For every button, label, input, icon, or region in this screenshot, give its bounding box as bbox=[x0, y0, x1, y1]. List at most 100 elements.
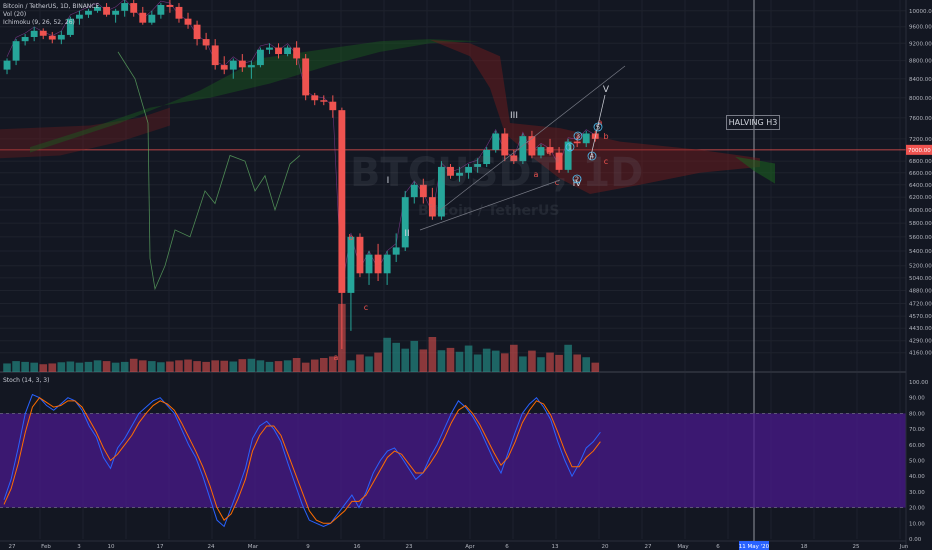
time-tick: Mar bbox=[248, 544, 259, 550]
time-tick: 9 bbox=[306, 544, 310, 550]
candle-body bbox=[266, 47, 273, 50]
symbol-title[interactable]: Bitcoin / TetherUS, 1D, BINANCE bbox=[3, 3, 100, 10]
halving-label[interactable]: HALVING H3 bbox=[726, 115, 780, 130]
time-tick: Apr bbox=[465, 544, 475, 550]
volume-bar bbox=[365, 356, 373, 372]
volume-bar bbox=[30, 362, 38, 372]
wave-label: II bbox=[404, 229, 409, 239]
price-axis: 10000.009600.009200.008800.008400.008000… bbox=[9, 0, 932, 550]
volume-bar bbox=[166, 361, 174, 372]
stoch-tick: 60.00 bbox=[909, 443, 925, 449]
date-tag bbox=[739, 541, 769, 550]
candle-body bbox=[220, 65, 228, 70]
stoch-tick: 30.00 bbox=[909, 490, 925, 496]
volume-bar bbox=[455, 351, 464, 372]
volume-bar bbox=[546, 352, 554, 372]
stoch-tick: 40.00 bbox=[909, 474, 925, 480]
candle-body bbox=[347, 236, 355, 293]
candle-body bbox=[39, 30, 47, 36]
candle-body bbox=[139, 12, 147, 23]
candle-body bbox=[157, 5, 165, 15]
candle-body bbox=[66, 18, 74, 35]
volume-bar bbox=[66, 361, 75, 372]
candle-body bbox=[555, 152, 563, 170]
candle-body bbox=[338, 110, 346, 293]
candle-body bbox=[12, 41, 20, 61]
wave-circle-label: 3 bbox=[576, 133, 580, 141]
candle-body bbox=[447, 166, 454, 176]
candle-body bbox=[320, 100, 328, 102]
volume-bar bbox=[238, 359, 247, 372]
volume-bar bbox=[473, 354, 482, 372]
candle-body bbox=[410, 184, 418, 198]
time-tick: 18 bbox=[801, 544, 808, 550]
candle-body bbox=[573, 141, 581, 144]
volume-bar bbox=[175, 360, 183, 372]
candle-body bbox=[284, 47, 292, 55]
wave-label: a bbox=[598, 118, 603, 127]
volume-bar bbox=[519, 356, 527, 372]
wave-label: c bbox=[364, 303, 368, 312]
wave-circle-label: 4 bbox=[590, 153, 595, 161]
volume-bar bbox=[274, 361, 283, 372]
wave-circle bbox=[573, 131, 583, 141]
volume-bar bbox=[157, 362, 165, 372]
price-tick: 5040.00 bbox=[909, 276, 932, 282]
volume-bar bbox=[446, 347, 455, 372]
candle-body bbox=[57, 34, 65, 40]
volume-bar bbox=[537, 357, 545, 372]
watermark-name: Bitcoin / TetherUS bbox=[418, 203, 560, 219]
time-tick: 6 bbox=[716, 544, 720, 550]
candle-body bbox=[302, 58, 310, 96]
wave-circle bbox=[572, 174, 582, 184]
time-tick: 27 bbox=[645, 544, 652, 550]
volume-bar bbox=[573, 354, 581, 372]
wave-circle-label: 1 bbox=[568, 144, 572, 152]
wave-label: c bbox=[604, 157, 608, 166]
wave-circle-label: 5 bbox=[596, 124, 600, 132]
time-tick: 25 bbox=[853, 544, 860, 550]
price-tick: 8800.00 bbox=[909, 59, 932, 65]
price-tick: 7200.00 bbox=[909, 137, 932, 143]
candle-body bbox=[483, 149, 491, 165]
wave-label: a bbox=[334, 353, 339, 362]
stoch-legend[interactable]: Stoch (14, 3, 3) bbox=[3, 377, 50, 384]
volume-bar bbox=[591, 362, 600, 372]
wave-label: b bbox=[603, 132, 608, 141]
channel-line bbox=[439, 65, 626, 211]
volume-bar bbox=[211, 360, 219, 372]
stoch-tick: 100.00 bbox=[909, 380, 929, 386]
price-tick: 4880.00 bbox=[909, 288, 932, 294]
time-tick: 3 bbox=[77, 544, 81, 550]
volume-bar bbox=[220, 360, 229, 372]
candle-body bbox=[492, 133, 500, 150]
volume-legend[interactable]: Vol (20) bbox=[3, 11, 27, 18]
wave-label: b bbox=[348, 233, 353, 242]
price-tick: 7600.00 bbox=[909, 116, 932, 122]
candle-body bbox=[175, 6, 183, 19]
price-tick: 4290.00 bbox=[909, 339, 932, 345]
volume-bar bbox=[12, 361, 20, 372]
candle-body bbox=[112, 10, 120, 15]
price-tick: 6400.00 bbox=[909, 183, 932, 189]
time-tick: May bbox=[677, 544, 689, 550]
candle-body bbox=[437, 166, 445, 217]
lagging-span bbox=[117, 51, 301, 291]
volume-bar bbox=[193, 361, 201, 372]
volume-bar bbox=[138, 360, 147, 372]
candle-body bbox=[383, 254, 391, 274]
price-tick: 6800.00 bbox=[909, 159, 932, 165]
volume-bar bbox=[319, 358, 328, 372]
candle-body bbox=[401, 197, 409, 248]
time-tick: Jun bbox=[899, 544, 909, 550]
candle-body bbox=[75, 14, 83, 19]
volume-bar bbox=[247, 358, 256, 372]
bearish-cloud bbox=[430, 39, 760, 195]
axis-background bbox=[906, 0, 932, 550]
wave-label: b bbox=[546, 147, 551, 156]
ichimoku-legend[interactable]: Ichimoku (9, 26, 52, 26) bbox=[3, 19, 75, 26]
candle-body bbox=[374, 254, 382, 274]
candle-body bbox=[564, 141, 572, 170]
price-tick: 4430.00 bbox=[909, 326, 932, 332]
